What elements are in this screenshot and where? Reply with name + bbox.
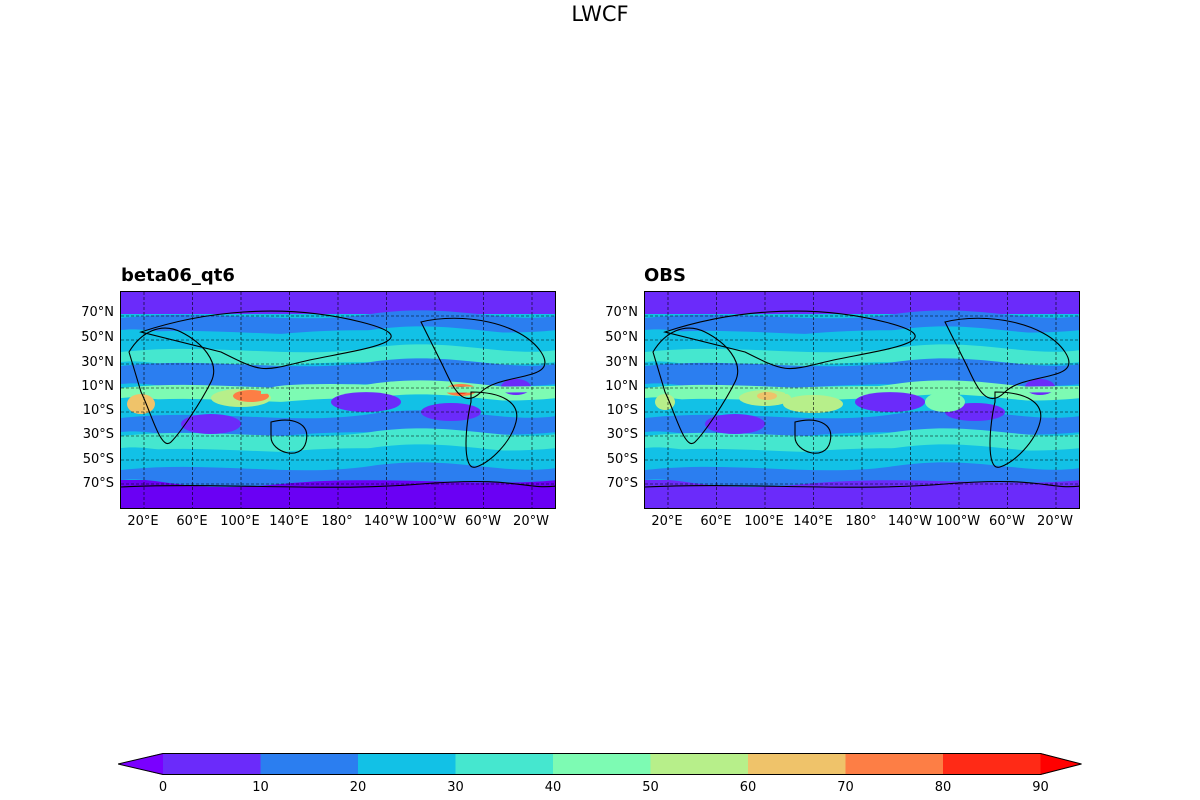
panel-title-left: beta06_qt6 [121,265,235,286]
coastline [121,480,555,488]
field-arctic [645,292,1079,314]
colorbar-tick-label: 20 [349,780,367,795]
lat-tick-label: 70°S [82,476,114,491]
lat-tick-label: 30°N [81,355,114,370]
lat-tick-label: 10°N [605,379,638,394]
colorbar-tick-label: 10 [252,780,269,795]
lon-tick-label: 180° [845,514,877,529]
lat-tick-label: 30°S [606,427,638,442]
colorbar-segment [260,753,358,775]
lat-tick-label: 30°N [605,355,638,370]
lon-tick-label: 140°E [793,514,833,529]
coastline [794,419,832,454]
field-hotspot [925,392,965,412]
lon-tick-label: 20°W [513,514,549,529]
lat-tick-label: 30°S [82,427,114,442]
field-hotspot [757,392,777,400]
colorbar-segment [845,753,943,775]
colorbar-segment [650,753,748,775]
colorbar-tick-label: 80 [934,780,952,795]
coastline [270,419,308,454]
colorbar-outline [118,753,1082,775]
colorbar-tick-label: 50 [642,780,659,795]
lat-tick-label: 10°N [81,379,114,394]
lon-tick-label: 140°W [363,514,409,529]
figure-title: LWCF [571,2,629,26]
map-panel-model [120,291,556,509]
map-panel-obs [644,291,1080,509]
coastline [139,310,392,370]
lat-tick-label: 10°S [606,403,638,418]
colorbar [118,753,1082,775]
lon-tick-label: 20°E [127,514,159,529]
lat-tick-label: 50°N [81,330,114,345]
lon-tick-label: 100°E [744,514,784,529]
lat-tick-label: 70°N [81,305,114,320]
colorbar-tick-label: 30 [447,780,464,795]
field-dry-zone [181,414,241,434]
lon-tick-label: 60°E [700,514,732,529]
field-hotspot [783,395,843,413]
lon-tick-label: 20°W [1037,514,1073,529]
colorbar-segment [553,753,651,775]
colorbar-tick-label: 70 [837,780,854,795]
colorbar-segment [358,753,456,775]
lon-tick-label: 180° [321,514,353,529]
lat-tick-label: 70°N [605,305,638,320]
lat-tick-label: 50°S [82,452,114,467]
lon-tick-label: 100°W [935,514,981,529]
lat-tick-label: 10°S [82,403,114,418]
field-dry-zone [705,414,765,434]
field-hotspot [655,394,675,410]
lon-tick-label: 140°W [887,514,933,529]
coastline [128,327,215,445]
lon-tick-label: 60°E [176,514,208,529]
lon-tick-label: 20°E [651,514,683,529]
lon-tick-label: 100°W [411,514,457,529]
colorbar-tick-label: 60 [739,780,757,795]
lon-tick-label: 60°W [465,514,501,529]
coastline [645,480,1079,488]
colorbar-segment [943,753,1041,775]
colorbar-segment [748,753,846,775]
lat-tick-label: 50°S [606,452,638,467]
lon-tick-label: 60°W [989,514,1025,529]
field-hotspot [233,390,269,402]
field-hotspot [127,394,155,414]
coastline [465,391,518,468]
coastline [420,317,546,400]
coastline [663,310,916,370]
field-dry-zone [855,392,925,412]
coastline [652,327,739,445]
field-arctic [121,292,555,314]
lat-tick-label: 70°S [606,476,638,491]
coastline [944,317,1070,400]
lon-tick-label: 100°E [220,514,260,529]
colorbar-tick-label: 90 [1032,780,1049,795]
colorbar-tick-label: 40 [544,780,562,795]
colorbar-under-arrow [118,753,163,775]
lon-tick-label: 140°E [269,514,309,529]
field-dry-zone [331,392,401,412]
colorbar-tick-label: 0 [158,780,168,795]
colorbar-segment [163,753,261,775]
colorbar-segment [455,753,553,775]
coastline [989,391,1042,468]
colorbar-over-arrow [1040,753,1082,775]
lat-tick-label: 50°N [605,330,638,345]
panel-title-right: OBS [644,265,686,286]
